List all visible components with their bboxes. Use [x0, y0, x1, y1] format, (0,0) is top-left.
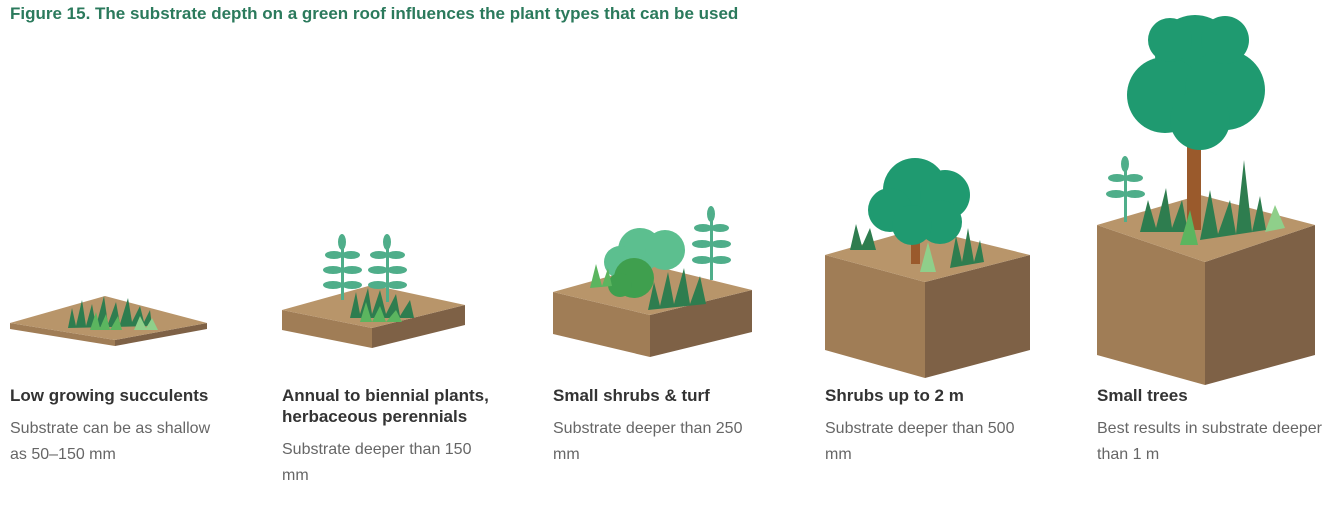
- illustration-shape: [1148, 18, 1192, 62]
- illustration-shape: [342, 281, 362, 289]
- illustration-shape: [1140, 188, 1188, 232]
- illustration-shape: [850, 224, 876, 250]
- illustration-shape: [645, 230, 685, 270]
- block-perennials: [282, 234, 465, 348]
- block-trees: [1097, 15, 1315, 385]
- illustration-shape: [383, 234, 391, 250]
- illustration-shape: [323, 281, 343, 289]
- column: Annual to biennial plants, herbaceous pe…: [282, 385, 512, 489]
- column-heading: Shrubs up to 2 m: [825, 385, 1040, 406]
- column-description: Best results in substrate deeper than 1 …: [1097, 416, 1322, 468]
- illustration-shape: [1125, 190, 1145, 198]
- illustration-shape: [387, 281, 407, 289]
- page: Figure 15. The substrate depth on a gree…: [0, 0, 1326, 532]
- illustration-shape: [711, 256, 731, 264]
- illustration-shape: [342, 251, 360, 259]
- illustration-shape: [1200, 160, 1266, 240]
- illustration-shape: [1201, 16, 1249, 64]
- column: Small trees Best results in substrate de…: [1097, 385, 1322, 468]
- illustration-shape: [707, 206, 715, 222]
- illustration-shape: [1125, 174, 1143, 182]
- column-description: Substrate deeper than 500 mm: [825, 416, 1015, 468]
- illustration-shape: [368, 266, 388, 274]
- illustration-shape: [1108, 174, 1126, 182]
- column-heading: Small shrubs & turf: [553, 385, 713, 406]
- column: Shrubs up to 2 m Substrate deeper than 5…: [825, 385, 1040, 468]
- block-succulents: [10, 296, 207, 346]
- block-large-shrubs: [825, 158, 1030, 378]
- illustration-shape: [342, 266, 362, 274]
- column-heading: Small trees: [1097, 385, 1322, 406]
- illustration-shape: [711, 240, 731, 248]
- column-description: Substrate can be as shallow as 50–150 mm: [10, 416, 215, 468]
- illustration-shape: [1106, 190, 1126, 198]
- column: Small shrubs & turf Substrate deeper tha…: [553, 385, 768, 468]
- column: Low growing succulents Substrate can be …: [10, 385, 215, 468]
- illustration-shape: [338, 234, 346, 250]
- illustration-shape: [711, 224, 729, 232]
- illustration-shape: [692, 256, 712, 264]
- illustration-shape: [323, 266, 343, 274]
- illustration-shape: [694, 224, 712, 232]
- column-heading: Annual to biennial plants, herbaceous pe…: [282, 385, 512, 427]
- illustration-shape: [1170, 90, 1230, 150]
- column-description: Substrate deeper than 150 mm: [282, 437, 482, 489]
- illustration-shape: [368, 281, 388, 289]
- illustration-shape: [1121, 156, 1129, 172]
- column-heading: Low growing succulents: [10, 385, 215, 406]
- illustration-shape: [387, 251, 405, 259]
- illustration-shape: [325, 251, 343, 259]
- column-description: Substrate deeper than 250 mm: [553, 416, 768, 468]
- block-shrubs: [553, 206, 752, 357]
- illustration-shape: [692, 240, 712, 248]
- illustration-shape: [387, 266, 407, 274]
- illustration-shape: [892, 205, 932, 245]
- illustration-shape: [370, 251, 388, 259]
